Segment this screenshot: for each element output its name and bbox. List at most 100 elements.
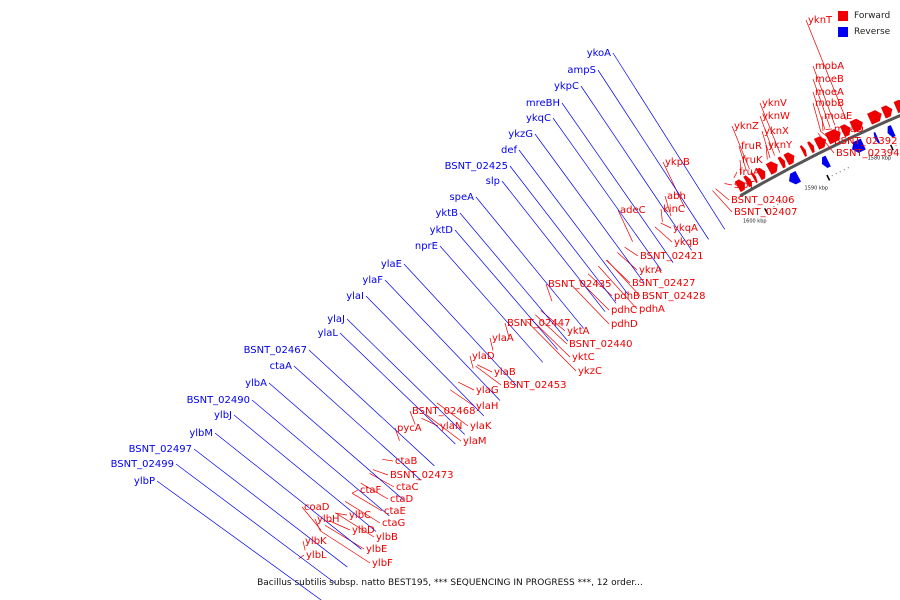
forward-gene-label-43: BSNT_02453 (503, 380, 566, 391)
reverse-gene-label-9: speA (449, 192, 474, 203)
forward-gene-label-52: BSNT_02473 (390, 470, 453, 481)
reverse-gene-arrow-1 (821, 155, 831, 169)
reverse-gene-label-12: nprE (415, 241, 438, 252)
forward-leader-11 (731, 125, 750, 170)
reverse-leader-2 (580, 85, 692, 251)
forward-gene-arrow-4 (765, 161, 778, 175)
forward-leader-16 (733, 171, 738, 179)
forward-gene-label-27: ykrA (639, 265, 662, 276)
reverse-leader-4 (552, 117, 662, 271)
forward-gene-label-10: yknW (762, 111, 790, 122)
forward-leader-49 (436, 402, 469, 427)
forward-gene-arrow-14 (881, 105, 893, 119)
label-leaders (156, 19, 847, 600)
forward-gene-label-31: pdhC (611, 305, 637, 316)
forward-gene-label-1: mobA (815, 61, 844, 72)
forward-leader-35 (504, 322, 510, 337)
reverse-leader-25 (175, 463, 336, 584)
forward-gene-label-12: yknX (764, 126, 789, 137)
scale-dot-9-5 (785, 199, 787, 201)
forward-gene-label-24: ykqA (673, 223, 698, 234)
forward-leader-34 (545, 283, 553, 302)
forward-gene-label-64: ylbE (366, 544, 387, 555)
forward-gene-label-39: ykzC (578, 366, 602, 377)
forward-gene-label-35: BSNT_02447 (507, 318, 570, 329)
forward-leader-13 (738, 145, 747, 172)
forward-gene-label-32: pdhA (639, 304, 665, 315)
forward-gene-label-42: ylaB (494, 367, 516, 378)
forward-gene-arrow-8 (807, 141, 815, 154)
forward-gene-arrow-7 (799, 145, 807, 157)
reverse-leader-7 (509, 165, 617, 304)
forward-leader-19 (715, 188, 730, 201)
scale-tick-label-9: 1600 kbp (743, 218, 767, 224)
forward-leader-33 (571, 285, 610, 325)
reverse-gene-arrow-2 (851, 138, 866, 153)
reverse-gene-label-24: BSNT_02497 (129, 444, 192, 455)
genome-backbone (739, 114, 900, 198)
reverse-leader-0 (612, 52, 726, 230)
forward-gene-label-50: ylaM (463, 436, 486, 447)
legend-label-reverse: Reverse (854, 27, 891, 37)
forward-leader-0 (805, 19, 847, 121)
gene-arrows (734, 99, 900, 193)
forward-gene-label-63: ylbK (305, 536, 327, 547)
forward-leader-39 (526, 321, 577, 372)
legend-label-forward: Forward (854, 11, 891, 21)
scale-dot-9-4 (781, 201, 783, 203)
forward-gene-label-4: mobB (815, 98, 844, 109)
forward-gene-label-57: coaD (304, 502, 330, 513)
reverse-leader-11 (454, 229, 559, 350)
forward-gene-label-20: BSNT_02407 (734, 207, 797, 218)
forward-gene-label-66: ylbF (372, 558, 393, 569)
forward-gene-label-19: BSNT_02406 (731, 195, 794, 206)
scale-dot-9-2 (773, 205, 775, 208)
reverse-gene-label-22: ylbJ (214, 410, 232, 421)
reverse-gene-label-7: BSNT_02425 (445, 161, 508, 172)
gene-labels: yknTmobAmoeBmoeAmobBmoaEmoaDBSNT_02392BS… (111, 15, 900, 569)
reverse-gene-label-6: def (501, 145, 518, 156)
reverse-leader-9 (475, 196, 584, 329)
forward-leader-29 (587, 273, 613, 297)
forward-leader-60 (344, 501, 381, 524)
forward-leader-53 (369, 472, 395, 488)
reverse-leader-12 (439, 245, 543, 363)
scale-dot-8-1 (831, 175, 833, 177)
reverse-leader-16 (346, 318, 466, 435)
reverse-leader-18 (308, 349, 435, 467)
reverse-gene-label-21: BSNT_02490 (187, 395, 250, 406)
reverse-swatch (838, 27, 848, 37)
forward-leader-61 (328, 520, 351, 531)
forward-gene-label-56: ctaE (384, 506, 406, 517)
forward-gene-label-65: ylbL (306, 550, 327, 561)
forward-leader-43 (475, 365, 502, 386)
reverse-leader-14 (384, 279, 501, 401)
legend: Forward Reverse (838, 9, 890, 41)
forward-gene-label-47: pycA (397, 423, 422, 434)
forward-leader-56 (351, 492, 383, 512)
scale-dot-8-4 (843, 169, 845, 171)
reverse-leader-26 (156, 480, 322, 600)
reverse-gene-label-4: ykqC (526, 113, 551, 124)
forward-leader-25 (654, 226, 673, 243)
forward-gene-label-9: yknV (762, 98, 787, 109)
forward-gene-label-61: ylbD (352, 525, 375, 536)
forward-leader-42 (477, 364, 493, 373)
forward-gene-label-0: yknT (808, 15, 833, 26)
forward-leader-59 (335, 512, 348, 516)
reverse-gene-label-14: ylaF (362, 275, 383, 286)
reverse-gene-label-13: ylaE (381, 259, 402, 270)
forward-leader-63 (302, 540, 306, 551)
scale-ticks: 1510 kbp1520 kbp1530 kbp1540 kbp1550 kbp… (743, 143, 900, 224)
reverse-gene-label-5: ykzG (508, 129, 533, 140)
reverse-leader-5 (534, 133, 645, 283)
reverse-gene-label-23: ylbM (189, 428, 213, 439)
forward-gene-label-44: ylaG (476, 385, 499, 396)
forward-leader-30 (606, 259, 641, 297)
forward-gene-label-26: BSNT_02421 (640, 251, 703, 262)
forward-gene-label-33: pdhD (611, 319, 638, 330)
reverse-leader-20 (268, 382, 404, 500)
reverse-gene-label-25: BSNT_02499 (111, 459, 174, 470)
forward-gene-arrow-0 (734, 179, 745, 193)
